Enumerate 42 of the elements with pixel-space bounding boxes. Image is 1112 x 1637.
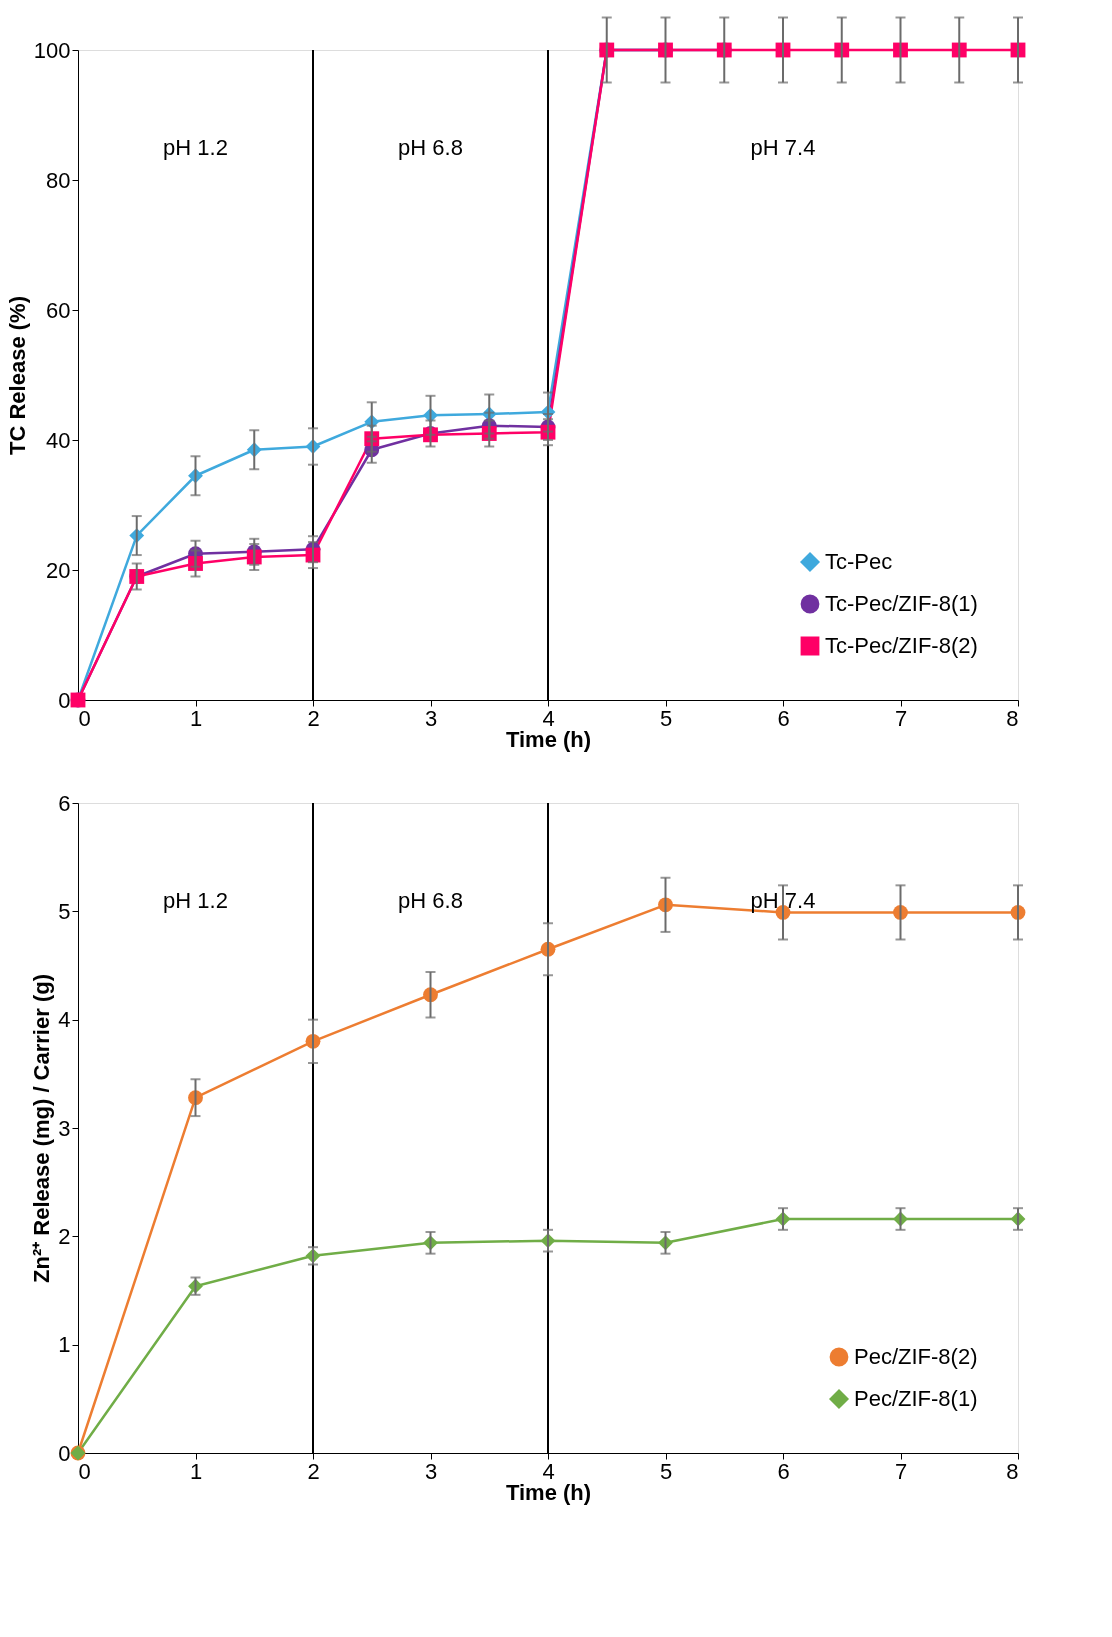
x-tick-label: 0 xyxy=(78,705,91,731)
legend-label: Pec/ZIF-8(2) xyxy=(854,1344,978,1369)
y-axis-title: TC Release (%) xyxy=(4,296,30,455)
y-tick-label: 0 xyxy=(58,687,71,713)
y-tick-label: 2 xyxy=(58,1223,71,1249)
legend-label: Tc-Pec xyxy=(825,549,893,574)
x-tick-label: 3 xyxy=(424,1458,438,1484)
y-tick-label: 5 xyxy=(58,898,71,924)
annotation: pH 7.4 xyxy=(750,887,816,913)
y-tick-label: 40 xyxy=(46,427,71,453)
legend-label: Pec/ZIF-8(1) xyxy=(854,1386,978,1411)
x-tick-label: 3 xyxy=(424,705,438,731)
x-tick-label: 7 xyxy=(894,1458,908,1484)
y-tick-label: 60 xyxy=(46,297,71,323)
y-tick-label: 100 xyxy=(33,37,71,63)
x-tick-label: 6 xyxy=(777,705,790,731)
x-tick-label: 2 xyxy=(307,1458,320,1484)
annotation: pH 6.8 xyxy=(398,134,463,160)
x-tick-label: 0 xyxy=(78,1458,91,1484)
annotation: pH 1.2 xyxy=(163,887,228,913)
x-tick-label: 1 xyxy=(189,1458,203,1484)
y-tick-label: 80 xyxy=(46,167,71,193)
annotation: pH 6.8 xyxy=(398,887,463,913)
y-tick-label: 3 xyxy=(58,1115,71,1141)
legend-label: Tc-Pec/ZIF-8(1) xyxy=(825,591,978,616)
x-tick-label: 5 xyxy=(659,1458,673,1484)
y-tick-label: 20 xyxy=(46,557,71,583)
annotation: pH 1.2 xyxy=(163,134,228,160)
legend-label: Tc-Pec/ZIF-8(2) xyxy=(825,633,978,658)
x-tick-label: 6 xyxy=(777,1458,790,1484)
x-tick-label: 2 xyxy=(307,705,320,731)
x-tick-label: 5 xyxy=(659,705,673,731)
y-tick-label: 1 xyxy=(58,1332,71,1358)
y-tick-label: 6 xyxy=(58,790,71,816)
x-tick-label: 1 xyxy=(189,705,203,731)
x-tick-label: 8 xyxy=(1006,705,1019,731)
y-tick-label: 0 xyxy=(58,1440,71,1466)
x-tick-label: 8 xyxy=(1006,1458,1019,1484)
x-tick-label: 7 xyxy=(894,705,908,731)
y-axis-title: Zn²⁺ Release (mg) / Carrier (g) xyxy=(29,974,55,1283)
annotation: pH 7.4 xyxy=(750,134,816,160)
y-tick-label: 4 xyxy=(58,1007,71,1033)
